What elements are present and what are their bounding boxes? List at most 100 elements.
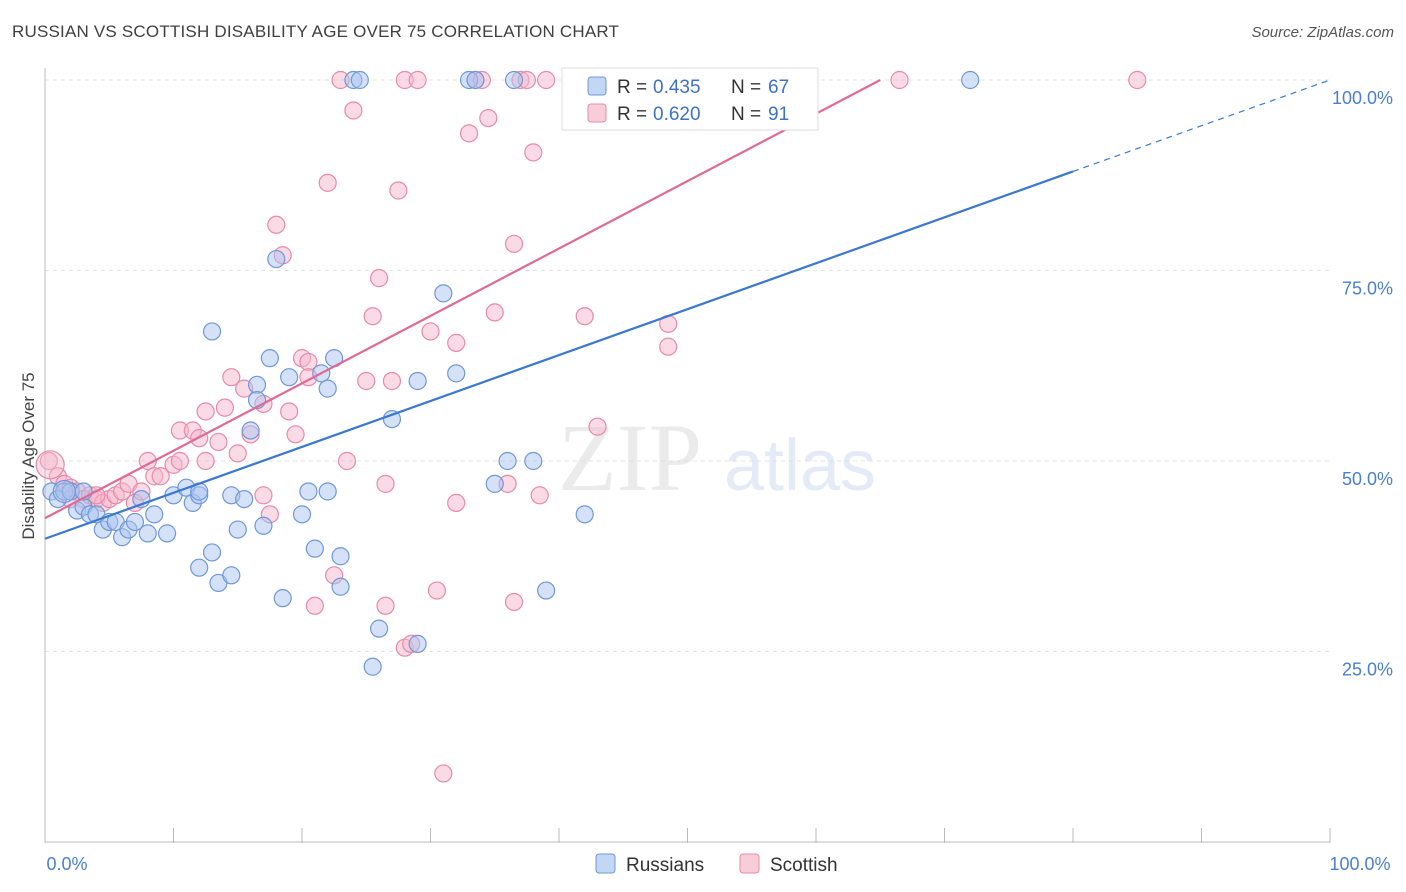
scottish-point <box>363 307 382 326</box>
russians-point <box>190 558 209 577</box>
legend-scottish-r: 0.620 <box>653 104 701 125</box>
russians-point <box>228 520 247 539</box>
scottish-point <box>504 592 524 612</box>
scottish-point <box>447 493 466 513</box>
y-axis-label: Disability Age Over 75 <box>19 372 38 539</box>
y-tick-label-75: 75.0% <box>1342 279 1393 299</box>
scottish-point <box>1128 70 1147 90</box>
y-tick-labels: 25.0% 50.0% 75.0% 100.0% <box>1332 88 1393 680</box>
russians-points <box>42 70 980 676</box>
russians-point <box>125 512 145 532</box>
legend-russians-swatch <box>587 76 607 96</box>
x-tick-labels: 0.0% 100.0% <box>46 854 1390 874</box>
russians-point <box>52 479 76 504</box>
bottom-legend-scottish-label: Scottish <box>770 855 838 876</box>
bottom-legend: Russians Scottish <box>595 853 838 876</box>
russians-point <box>434 284 453 303</box>
scottish-point <box>151 467 170 486</box>
scottish-point <box>228 444 247 463</box>
russians-point <box>318 482 337 501</box>
russians-point <box>331 577 350 596</box>
russians-point <box>299 482 318 501</box>
russians-point <box>138 524 157 543</box>
russians-point <box>504 70 524 90</box>
scottish-point <box>890 70 909 90</box>
scottish-point <box>485 303 504 322</box>
russians-point <box>254 516 273 535</box>
scottish-point <box>537 70 556 90</box>
russians-point <box>363 657 382 676</box>
bottom-legend-russians-label: Russians <box>626 855 704 876</box>
russians-point <box>157 524 177 543</box>
russians-point <box>292 505 312 524</box>
legend-box: R = 0.435 N = 67 R = 0.620 N = 91 <box>561 67 819 131</box>
scottish-point <box>421 322 440 341</box>
scottish-point <box>286 425 305 444</box>
scottish-point <box>357 371 376 391</box>
scottish-point <box>337 451 357 471</box>
scottish-point <box>524 143 543 162</box>
watermark-atlas: atlas <box>724 426 876 506</box>
scottish-points <box>35 70 1147 783</box>
russians-point <box>260 349 279 368</box>
russians-point <box>961 70 980 90</box>
scottish-point <box>254 486 273 505</box>
chart-title: RUSSIAN VS SCOTTISH DISABILITY AGE OVER … <box>12 22 620 41</box>
bottom-legend-russians-swatch <box>595 853 616 874</box>
russians-point <box>498 451 517 471</box>
russians-trend-extension <box>1072 79 1331 173</box>
scottish-point <box>370 269 389 288</box>
scottish-point <box>447 333 466 352</box>
y-tick-label-100: 100.0% <box>1332 88 1393 108</box>
russians-point <box>382 409 402 429</box>
russians-point <box>331 547 350 566</box>
russians-point <box>575 505 594 524</box>
legend-russians-n: 67 <box>768 77 789 98</box>
russians-point <box>524 451 543 471</box>
scottish-point <box>588 417 607 436</box>
scottish-point <box>222 368 241 387</box>
russians-trend-line <box>44 170 1074 540</box>
scottish-point <box>318 173 337 192</box>
trend-lines <box>44 79 1331 540</box>
scottish-point <box>196 402 215 421</box>
y-tick-label-25: 25.0% <box>1342 660 1393 680</box>
scottish-point <box>504 234 524 253</box>
russians-point <box>273 589 292 608</box>
russians-point <box>280 368 299 387</box>
scottish-point <box>389 181 408 200</box>
russians-point <box>447 364 466 383</box>
russians-point <box>241 421 260 440</box>
russians-point <box>247 375 267 394</box>
watermark: ZIP atlas <box>558 404 876 511</box>
scottish-point <box>376 596 395 615</box>
legend-n-label: N = <box>731 77 761 98</box>
scottish-point <box>479 108 498 128</box>
scottish-point <box>209 432 228 452</box>
scottish-point <box>267 215 286 234</box>
legend-russians-r: 0.435 <box>653 77 701 98</box>
scottish-point <box>530 486 549 505</box>
russians-point <box>485 474 504 493</box>
scottish-point <box>344 101 363 120</box>
russians-point <box>222 566 241 585</box>
scottish-point <box>39 451 58 471</box>
scottish-point <box>305 596 324 615</box>
y-tick-label-50: 50.0% <box>1342 469 1393 489</box>
bottom-legend-scottish-swatch <box>739 853 760 874</box>
scottish-point <box>196 451 215 471</box>
russians-point <box>235 490 254 509</box>
russians-point <box>537 581 556 600</box>
x-tick-label-0: 0.0% <box>46 854 87 874</box>
russians-point <box>370 619 389 638</box>
legend-n-label-2: N = <box>731 104 761 125</box>
scottish-point <box>280 402 299 421</box>
legend-scottish-swatch <box>587 103 607 123</box>
russians-point <box>466 70 485 90</box>
russians-point <box>267 249 286 269</box>
russians-point <box>202 322 222 341</box>
source-label: Source: ZipAtlas.com <box>1251 24 1394 41</box>
scottish-point <box>575 307 594 326</box>
scottish-point <box>382 371 402 391</box>
scottish-point <box>215 398 234 417</box>
